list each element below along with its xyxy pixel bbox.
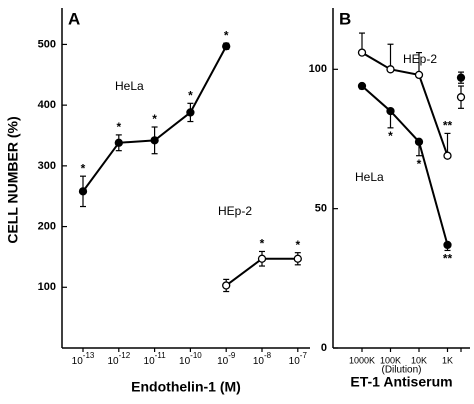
x-tick-base: 10	[179, 356, 191, 367]
x-tick-label: 10-13	[72, 351, 95, 367]
x-tick-exponent: -9	[228, 351, 236, 360]
panel-label: A	[68, 9, 80, 28]
series-label: HeLa	[115, 79, 144, 93]
marker	[357, 81, 367, 91]
marker	[293, 254, 302, 263]
marker	[443, 240, 452, 250]
marker	[222, 281, 231, 290]
series-line	[361, 85, 449, 246]
significance-mark: **	[443, 252, 453, 266]
x-tick-exponent: -7	[300, 351, 308, 360]
significance-mark: *	[260, 237, 265, 251]
marker	[386, 106, 395, 116]
marker	[186, 108, 195, 117]
y-tick-label: 400	[38, 99, 56, 111]
x-axis-title: ET-1 Antiserum	[350, 374, 452, 390]
series-label: HeLa	[355, 170, 384, 184]
series-label: HEp-2	[218, 204, 252, 218]
y-tick-label: 300	[38, 160, 56, 172]
panel-label: B	[339, 9, 351, 28]
x-tick-label: 10-12	[107, 351, 130, 367]
x-tick-exponent: -12	[119, 351, 131, 360]
y-axis-title: CELL NUMBER (%)	[5, 116, 21, 243]
y-tick-label: 100	[309, 63, 327, 75]
marker	[78, 187, 88, 196]
x-tick-exponent: -13	[83, 351, 95, 360]
marker	[257, 254, 267, 263]
x-tick-exponent: -11	[155, 351, 167, 360]
significance-mark: *	[295, 238, 300, 252]
significance-mark: *	[116, 120, 121, 134]
x-axis-title: Endothelin-1 (M)	[131, 379, 241, 395]
x-tick-exponent: -10	[190, 351, 202, 360]
marker	[414, 137, 424, 146]
significance-mark: *	[417, 157, 422, 171]
marker	[114, 138, 123, 147]
x-tick-exponent: -8	[264, 351, 272, 360]
marker	[456, 73, 466, 82]
x-tick-label: 10-7	[289, 351, 308, 367]
marker	[222, 42, 231, 51]
y-tick-label: 100	[38, 281, 56, 293]
marker	[386, 65, 395, 74]
x-tick-label: 10-11	[144, 351, 167, 367]
x-tick-label: 10-9	[217, 351, 236, 367]
marker	[443, 151, 452, 160]
x-tick-label: 1K	[442, 355, 453, 365]
y-tick-label: 0	[321, 342, 327, 354]
significance-mark: *	[388, 129, 393, 143]
x-tick-base: 10	[253, 356, 265, 367]
significance-mark: **	[443, 119, 453, 133]
x-tick-label: 10-10	[179, 351, 202, 367]
x-tick-label: 10-8	[253, 351, 272, 367]
x-tick-label: 10K	[411, 355, 427, 365]
marker	[414, 70, 424, 80]
x-tick-base: 10	[289, 356, 301, 367]
x-tick-base: 10	[144, 356, 156, 367]
y-tick-label: 200	[38, 220, 56, 232]
significance-mark: *	[152, 112, 157, 126]
y-tick-label: 50	[315, 203, 327, 215]
x-axis-sublabel: (Dilution)	[381, 365, 421, 376]
significance-mark: *	[188, 88, 193, 102]
significance-mark: *	[81, 161, 86, 175]
x-tick-base: 10	[217, 356, 229, 367]
series-line	[361, 51, 449, 157]
significance-mark: *	[224, 28, 229, 42]
series-label: HEp-2	[403, 52, 437, 66]
marker	[357, 48, 367, 57]
marker	[150, 136, 159, 145]
marker	[456, 93, 466, 102]
x-tick-label: 100K	[380, 355, 401, 365]
x-tick-label: 1000K	[349, 355, 375, 365]
y-tick-label: 500	[38, 38, 56, 50]
x-tick-base: 10	[72, 356, 84, 367]
x-tick-base: 10	[107, 356, 119, 367]
